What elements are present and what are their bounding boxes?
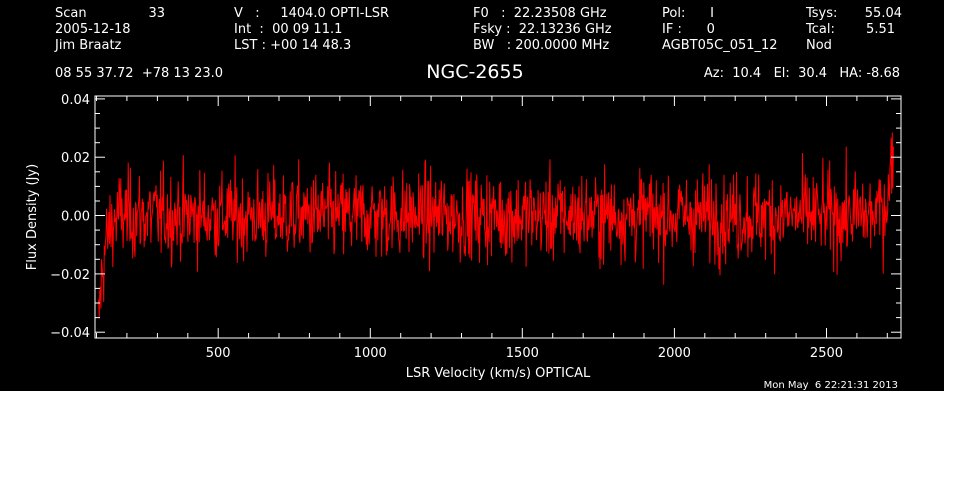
y-tick-label: −0.04: [50, 326, 90, 341]
y-tick-label: 0.02: [61, 151, 90, 166]
x-tick-label: 500: [206, 346, 231, 361]
rest-frequency: F0 : 22.23508 GHz: [473, 6, 607, 21]
y-tick-label: 0.04: [61, 93, 90, 108]
observer-name: Jim Braatz: [55, 38, 122, 53]
spectrum-chart: 500 1000 1500 2000 2500 −0.04 −0.02 0.00 0.02 0.0…: [25, 93, 902, 381]
plot-frame: [94, 95, 902, 339]
scan-number: 33: [148, 6, 165, 21]
x-tick-label: 2000: [658, 346, 691, 361]
tsys-label: Tsys:: [806, 6, 838, 21]
observation-date: 2005-12-18: [55, 22, 131, 37]
velocity-info: V : 1404.0 OPTI-LSR: [234, 6, 390, 21]
y-tick-label: 0.00: [61, 210, 90, 225]
x-axis-title: LSR Velocity (km/s) OPTICAL: [406, 366, 591, 381]
sky-frequency: Fsky : 22.13236 GHz: [473, 22, 612, 37]
if-number: IF : 0: [662, 22, 715, 37]
pointing-info: Az: 10.4 El: 30.4 HA: -8.68: [703, 66, 900, 81]
lst-info: LST : +00 14 48.3: [234, 38, 352, 53]
axes-layer: [94, 95, 902, 339]
polarization: Pol: I: [662, 6, 714, 21]
y-tick-label: −0.02: [50, 268, 90, 283]
plot-timestamp: Mon May 6 22:21:31 2013: [763, 380, 898, 391]
series-layer: [97, 132, 894, 319]
scan-label: Scan: [55, 6, 87, 21]
x-tick-label: 1000: [354, 346, 387, 361]
bandwidth: BW : 200.0000 MHz: [473, 38, 610, 53]
x-tick-label: 2500: [810, 346, 843, 361]
switching-mode: Nod: [806, 38, 832, 53]
project-id: AGBT05C_051_12: [662, 38, 778, 53]
series-line-0: [97, 132, 894, 319]
source-coordinates: 08 55 37.72 +78 13 23.0: [55, 66, 224, 81]
integration-time: Int : 00 09 11.1: [234, 22, 343, 37]
y-axis-title: Flux Density (Jy): [25, 164, 40, 270]
tsys-value: 55.04: [864, 6, 902, 21]
x-tick-label: 1500: [506, 346, 539, 361]
plot-panel: Scan 33 2005-12-18 Jim Braatz V : 1404.0…: [0, 0, 944, 391]
tcal-label: Tcal:: [806, 22, 835, 37]
chart-title: NGC-2655: [426, 61, 524, 83]
tcal-value: 5.51: [866, 22, 895, 37]
labels-layer: 500 1000 1500 2000 2500 −0.04 −0.02 0.00 0.02 0.0…: [25, 93, 843, 381]
